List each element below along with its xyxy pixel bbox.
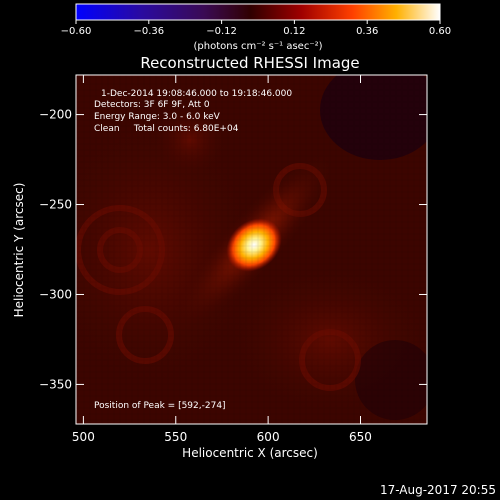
y-axis-label: Heliocentric Y (arcsec) (12, 183, 26, 318)
y-tick-label: −250 (39, 198, 72, 212)
y-axis-ticks: −200 −250 −300 −350 (39, 108, 427, 391)
peak-position-label: Position of Peak = [592,-274] (94, 401, 226, 411)
x-tick-label: 550 (164, 430, 187, 444)
colorbar-tick-label: 0.36 (356, 26, 378, 37)
x-tick-label: 500 (72, 430, 95, 444)
annotation-time-range: 1-Dec-2014 19:08:46.000 to 19:18:46.000 (101, 89, 292, 99)
colorbar-tick-label: 0.12 (283, 26, 305, 37)
colorbar-ticks: −0.60 −0.36 −0.12 0.12 0.36 0.60 (61, 20, 451, 37)
y-tick-label: −200 (39, 108, 72, 122)
colorbar-unit-label: (photons cm⁻² s⁻¹ asec⁻²) (193, 41, 322, 52)
x-axis-label: Heliocentric X (arcsec) (182, 446, 318, 460)
x-axis-ticks: 500 550 600 650 (72, 75, 372, 444)
y-tick-label: −350 (39, 377, 72, 391)
colorbar-gradient (75, 3, 441, 21)
colorbar-tick-label: −0.36 (133, 26, 164, 37)
x-tick-label: 650 (349, 430, 372, 444)
colorbar-tick-label: 0.60 (429, 26, 451, 37)
colorbar-tick-label: −0.12 (206, 26, 237, 37)
date-stamp: 17-Aug-2017 20:55 (380, 483, 496, 497)
heatmap-image (76, 75, 427, 424)
annotation-energy-range: Energy Range: 3.0 - 6.0 keV (94, 112, 221, 122)
colorbar-tick-label: −0.60 (61, 26, 92, 37)
annotation-detectors: Detectors: 3F 6F 9F, Att 0 (94, 100, 210, 110)
x-tick-label: 600 (257, 430, 280, 444)
y-tick-label: −300 (39, 287, 72, 301)
plot-frame (75, 74, 428, 425)
annotation-clean-counts: Clean Total counts: 6.80E+04 (94, 124, 239, 134)
chart-title: Reconstructed RHESSI Image (140, 54, 359, 72)
image-annotations: 1-Dec-2014 19:08:46.000 to 19:18:46.000 … (94, 89, 292, 411)
